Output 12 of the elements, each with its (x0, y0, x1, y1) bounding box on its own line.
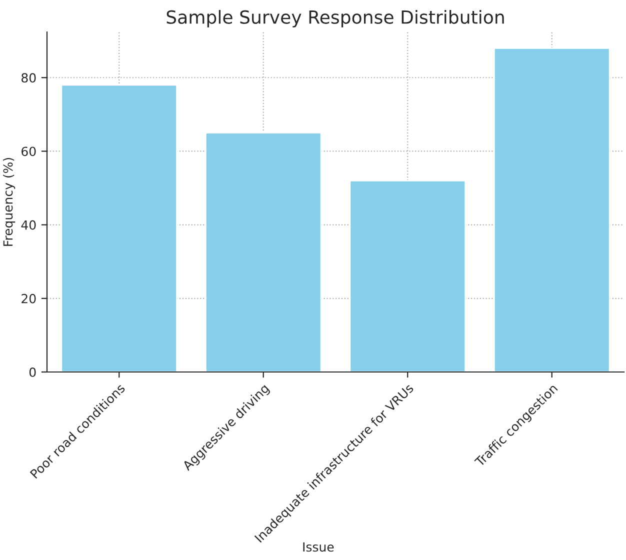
x-axis-title: Issue (303, 542, 334, 552)
y-tick-label: 20 (22, 294, 36, 304)
bar (204, 132, 322, 372)
y-tick-label: 80 (22, 73, 36, 83)
y-axis-title: Frequency (%) (3, 158, 16, 246)
y-tick-label: 0 (29, 367, 36, 377)
y-tick-label: 60 (22, 146, 36, 156)
bar (60, 84, 178, 372)
chart-title: Sample Survey Response Distribution (166, 10, 504, 28)
y-tick-label: 40 (21, 220, 36, 230)
bar (349, 180, 466, 372)
bar (493, 47, 610, 372)
